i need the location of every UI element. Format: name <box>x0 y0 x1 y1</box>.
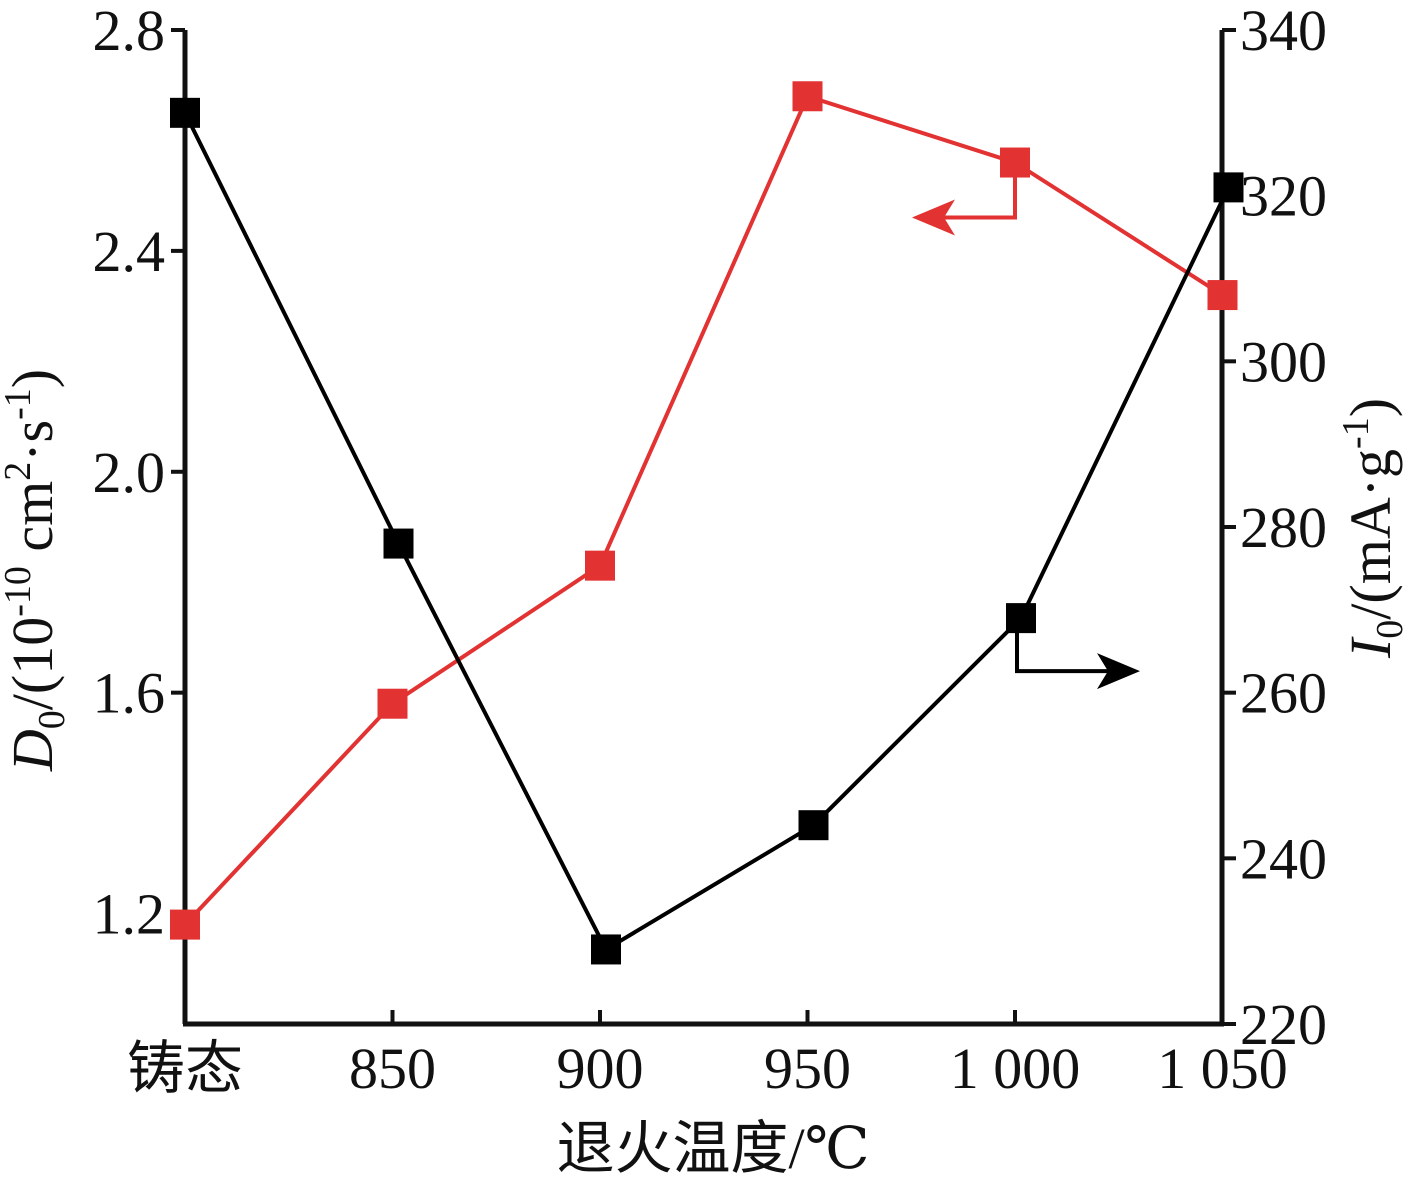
right-y-tick-label: 320 <box>1240 164 1327 229</box>
left-axis-arrow-line <box>935 162 1017 220</box>
series-layer <box>170 81 1244 965</box>
left-y-tick-label: 1.2 <box>93 882 166 947</box>
x-axis-title: 退火温度/℃ <box>557 1116 870 1181</box>
data-point-marker <box>591 934 621 965</box>
left-y-axis-ticks: 1.2 1.6 2.0 2.4 2.8 <box>93 0 185 947</box>
x-tick-label: 850 <box>349 1036 436 1101</box>
right-y-tick-label: 260 <box>1240 661 1327 726</box>
data-point-marker <box>798 810 829 841</box>
series-line <box>183 94 1224 926</box>
data-point-marker <box>377 688 408 719</box>
left-y-tick-label: 2.4 <box>93 219 166 284</box>
right-axis-arrow-line <box>1015 618 1118 674</box>
right-axis-arrowhead <box>1097 653 1140 690</box>
data-point-marker <box>792 81 823 112</box>
data-point-marker <box>170 909 200 940</box>
x-tick-label: 950 <box>764 1036 851 1101</box>
right-y-tick-label: 340 <box>1240 0 1327 63</box>
series-line <box>183 111 1231 952</box>
right-y-axis-title: I0/(mA·g-1) <box>1335 398 1411 659</box>
right-y-tick-label: 220 <box>1240 992 1327 1057</box>
left-y-tick-label: 2.8 <box>93 0 166 63</box>
right-y-tick-label: 300 <box>1240 329 1327 394</box>
data-point-marker <box>383 528 414 559</box>
plot-frame <box>182 30 1225 1027</box>
data-point-marker <box>1213 172 1244 203</box>
left-axis-arrowhead <box>912 199 955 236</box>
data-point-marker <box>585 550 615 581</box>
data-point-marker <box>170 97 200 128</box>
right-y-tick-label: 240 <box>1240 826 1327 891</box>
x-tick-label: 1 050 <box>1157 1036 1288 1101</box>
x-axis-ticks: 铸态 850 900 950 1 000 1 050 <box>127 1010 1288 1101</box>
left-y-tick-label: 2.0 <box>93 440 166 505</box>
x-tick-label: 1 000 <box>950 1036 1081 1101</box>
data-point-marker <box>1207 280 1238 311</box>
left-y-axis-title: D0/(10-10 cm2·s-1) <box>0 369 73 772</box>
right-y-axis-ticks: 220 240 260 280 300 320 340 <box>1222 0 1327 1057</box>
x-tick-label: 铸态 <box>127 1036 243 1101</box>
x-tick-label: 900 <box>557 1036 644 1101</box>
data-point-marker <box>1006 603 1036 634</box>
right-y-tick-label: 280 <box>1240 495 1327 560</box>
annotation-layer <box>912 162 1140 690</box>
left-y-tick-label: 1.6 <box>93 661 166 726</box>
